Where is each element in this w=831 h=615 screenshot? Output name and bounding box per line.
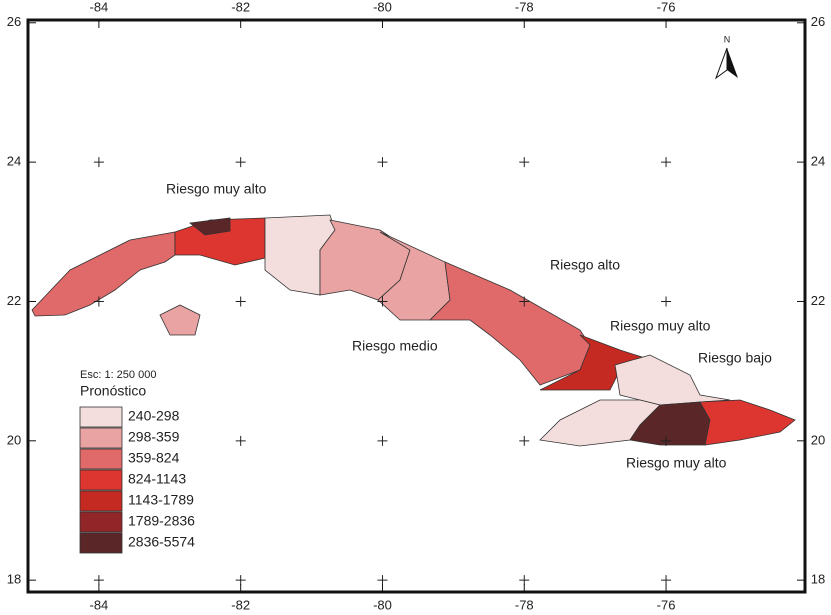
legend-swatch <box>79 532 123 554</box>
grid-cross <box>519 575 530 586</box>
north-arrow: N <box>714 34 738 80</box>
province <box>429 261 591 386</box>
province <box>699 399 796 446</box>
grid-cross <box>377 575 388 586</box>
grid-cross <box>93 575 104 586</box>
grid-cross <box>661 296 672 307</box>
x-tick-label: -80 <box>373 597 392 612</box>
y-tick-label: 22 <box>7 293 21 308</box>
grid-cross <box>661 157 672 168</box>
map-frame <box>26 18 807 594</box>
legend-label: 240-298 <box>128 408 180 424</box>
x-tick-label: -82 <box>231 597 250 612</box>
x-tick-label: -78 <box>515 597 534 612</box>
legend-label: 1143-1789 <box>128 492 194 508</box>
grid-cross <box>93 157 104 168</box>
legend-label: 824-1143 <box>128 471 186 487</box>
legend-swatch <box>79 448 123 470</box>
legend-swatch <box>79 511 123 533</box>
grid-cross <box>377 296 388 307</box>
legend-label: 359-824 <box>128 450 180 466</box>
x-tick-label: -78 <box>515 0 534 14</box>
province <box>539 334 647 391</box>
x-tick-label: -82 <box>231 0 250 14</box>
annotation: Riesgo bajo <box>698 350 772 366</box>
province <box>31 231 176 317</box>
grid-cross <box>661 435 672 446</box>
grid-cross <box>235 296 246 307</box>
grid-cross <box>519 296 530 307</box>
legend-swatch <box>79 490 123 512</box>
annotation: Riesgo muy alto <box>610 318 711 334</box>
annotation: Riesgo muy alto <box>166 181 267 197</box>
grid-cross <box>377 435 388 446</box>
x-tick-label: -84 <box>89 0 108 14</box>
x-tick-label: -80 <box>373 0 392 14</box>
x-tick-label: -76 <box>657 597 676 612</box>
y-tick-label: 26 <box>811 14 825 29</box>
legend-swatch <box>79 427 123 449</box>
y-tick-label: 20 <box>811 432 825 447</box>
annotation: Riesgo medio <box>352 338 438 354</box>
legend-label: 1789-2836 <box>128 513 195 529</box>
legend-swatch <box>79 406 123 428</box>
y-tick-label: 18 <box>7 572 21 587</box>
y-tick-label: 24 <box>7 154 21 169</box>
annotation: Riesgo muy alto <box>626 455 727 471</box>
province <box>614 354 731 406</box>
grid-cross <box>377 157 388 168</box>
y-tick-label: 24 <box>811 154 825 169</box>
y-tick-label: 26 <box>7 14 21 29</box>
legend-label: 2836-5574 <box>128 534 195 550</box>
grid-cross <box>93 296 104 307</box>
legend-title: Pronóstico <box>80 383 146 399</box>
y-tick-label: 22 <box>811 293 825 308</box>
province <box>159 304 201 336</box>
grid-cross <box>235 435 246 446</box>
grid-cross <box>519 435 530 446</box>
province <box>189 217 231 236</box>
grid-cross <box>235 157 246 168</box>
north-label: N <box>724 34 731 44</box>
scale-text: Esc: 1: 250 000 <box>80 369 156 381</box>
grid-cross <box>519 157 530 168</box>
x-tick-label: -84 <box>89 597 108 612</box>
y-tick-label: 18 <box>811 572 825 587</box>
grid-cross <box>235 575 246 586</box>
y-tick-label: 20 <box>7 432 21 447</box>
x-tick-label: -76 <box>657 0 676 14</box>
grid-cross <box>661 575 672 586</box>
annotation: Riesgo alto <box>550 257 620 273</box>
legend-label: 298-359 <box>128 429 180 445</box>
legend-swatch <box>79 469 123 491</box>
provinces <box>31 214 796 447</box>
